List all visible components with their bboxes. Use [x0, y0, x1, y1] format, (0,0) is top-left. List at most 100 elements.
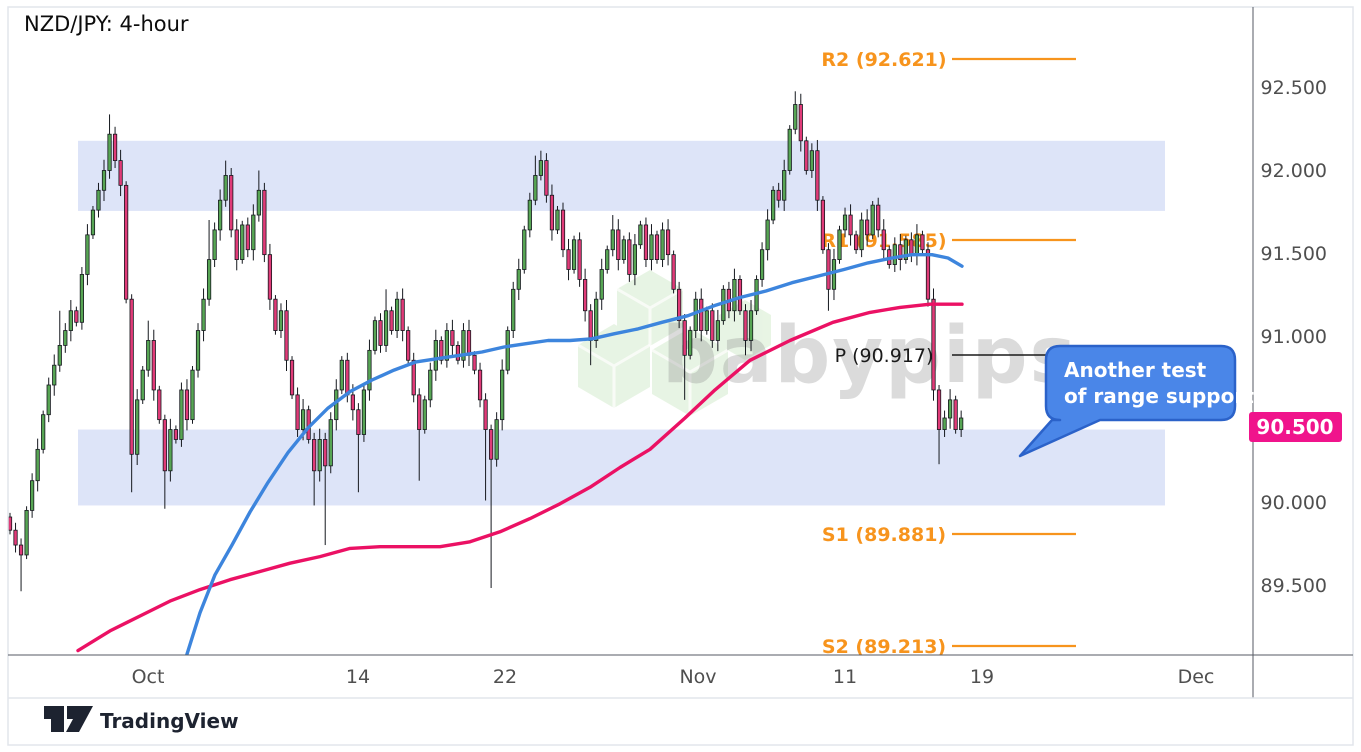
candle-bull	[256, 189, 261, 216]
slow-moving-average-line	[76, 302, 964, 653]
candle-bear	[162, 419, 167, 472]
candle-bull	[748, 310, 754, 341]
candle-bull	[660, 229, 665, 260]
candle-bull	[649, 234, 654, 261]
candle-bear	[378, 320, 383, 346]
candle-bull	[605, 249, 610, 270]
candle-bear	[549, 194, 555, 231]
candle-bull	[41, 414, 46, 450]
candle-bull	[555, 209, 560, 231]
price-tick-label: 91.000	[1261, 326, 1327, 348]
candle-bull	[759, 249, 765, 280]
candle-bull	[107, 133, 112, 171]
candle-bear	[953, 399, 958, 430]
candle-bull	[57, 344, 62, 366]
candle-bear	[776, 189, 781, 201]
candle-bull	[765, 219, 770, 251]
candle-bear	[881, 229, 886, 251]
range-band	[78, 140, 1165, 211]
candle-bull	[35, 448, 40, 482]
candle-bull	[140, 369, 145, 401]
candle-bear	[356, 409, 361, 435]
candle-bear	[466, 330, 472, 356]
candle-bull	[782, 170, 787, 201]
time-axis-labels: Oct 14 22 Nov 11 19 Dec	[132, 666, 1215, 688]
candle-bull	[959, 417, 964, 430]
candle-bull	[599, 269, 604, 300]
speech-bubble	[1018, 344, 1237, 458]
candle-bull	[212, 229, 217, 260]
candle-bull	[190, 369, 195, 421]
candle-bear	[544, 160, 549, 196]
candle-bull	[206, 259, 212, 300]
candle-bull	[339, 359, 344, 391]
candle-bull	[809, 150, 814, 171]
time-tick-label: 22	[493, 666, 517, 688]
tradingview-label[interactable]: TradingView	[100, 709, 239, 733]
last-price-badge: 90.500	[1249, 412, 1342, 442]
candle-bull	[511, 288, 516, 331]
candle-bull	[46, 384, 51, 416]
price-tick-label: 92.000	[1261, 160, 1327, 182]
candle-bear	[483, 399, 488, 430]
candle-bear	[489, 429, 494, 460]
candle-bull	[505, 330, 510, 371]
candle-bear	[566, 249, 571, 270]
candle-bull	[278, 310, 284, 331]
candle-bear	[389, 310, 394, 331]
candle-bull	[594, 298, 599, 341]
candle-bear	[665, 229, 671, 256]
time-tick-label: Dec	[1178, 666, 1215, 688]
candle-bear	[74, 310, 79, 323]
candle-bear	[345, 359, 350, 396]
candle-bear	[876, 204, 881, 231]
candle-bear	[643, 224, 649, 260]
candle-bear	[804, 140, 809, 171]
candle-bull	[771, 189, 776, 221]
candle-bear	[245, 224, 250, 251]
candle-bull	[632, 244, 637, 275]
price-tick-label: 89.500	[1261, 575, 1327, 597]
candle-bear	[8, 516, 13, 531]
candle-bull	[732, 278, 737, 312]
candle-bull	[942, 417, 947, 430]
candle-bull	[444, 330, 449, 361]
candle-bull	[90, 209, 96, 236]
time-tick-label: 19	[970, 666, 994, 688]
candle-bear	[417, 394, 422, 430]
candle-bear	[616, 229, 621, 260]
candle-bull	[842, 214, 848, 231]
candle-bull	[831, 259, 837, 290]
candle-bear	[262, 189, 267, 256]
candle-bull	[24, 509, 29, 556]
candle-bull	[195, 330, 201, 371]
candle-bull	[383, 310, 389, 346]
candle-bear	[234, 229, 239, 260]
candle-bull	[793, 104, 798, 130]
candle-bull	[85, 234, 90, 275]
candle-bear	[439, 340, 444, 361]
candle-bull	[500, 369, 505, 421]
candle-bear	[627, 239, 632, 275]
page-title: NZD/JPY: 4-hour	[24, 12, 189, 36]
candle-bear	[920, 234, 925, 251]
candle-bull	[638, 224, 643, 246]
price-axis-labels: 92.500 92.000 91.500 91.000 90.000 89.500	[1261, 77, 1327, 597]
candle-bear	[267, 254, 273, 300]
candle-bull	[79, 274, 84, 323]
candle-bear	[865, 219, 870, 236]
candle-bull	[516, 269, 521, 290]
candle-bull	[251, 214, 256, 251]
candle-bear	[577, 239, 582, 280]
candle-bear	[151, 340, 156, 391]
candle-bull	[179, 389, 184, 440]
candle-bull	[372, 320, 378, 351]
tradingview-attribution[interactable]: TradingView	[44, 706, 239, 733]
plot-area: babypips R2 (92.621)R1 (91.585)P (90.917…	[8, 49, 1165, 655]
callout-line1: Another test	[1064, 358, 1207, 382]
candlestick-series	[8, 91, 964, 592]
range-bands	[78, 140, 1165, 506]
candle-bull	[461, 330, 466, 361]
candle-bull	[787, 128, 792, 171]
